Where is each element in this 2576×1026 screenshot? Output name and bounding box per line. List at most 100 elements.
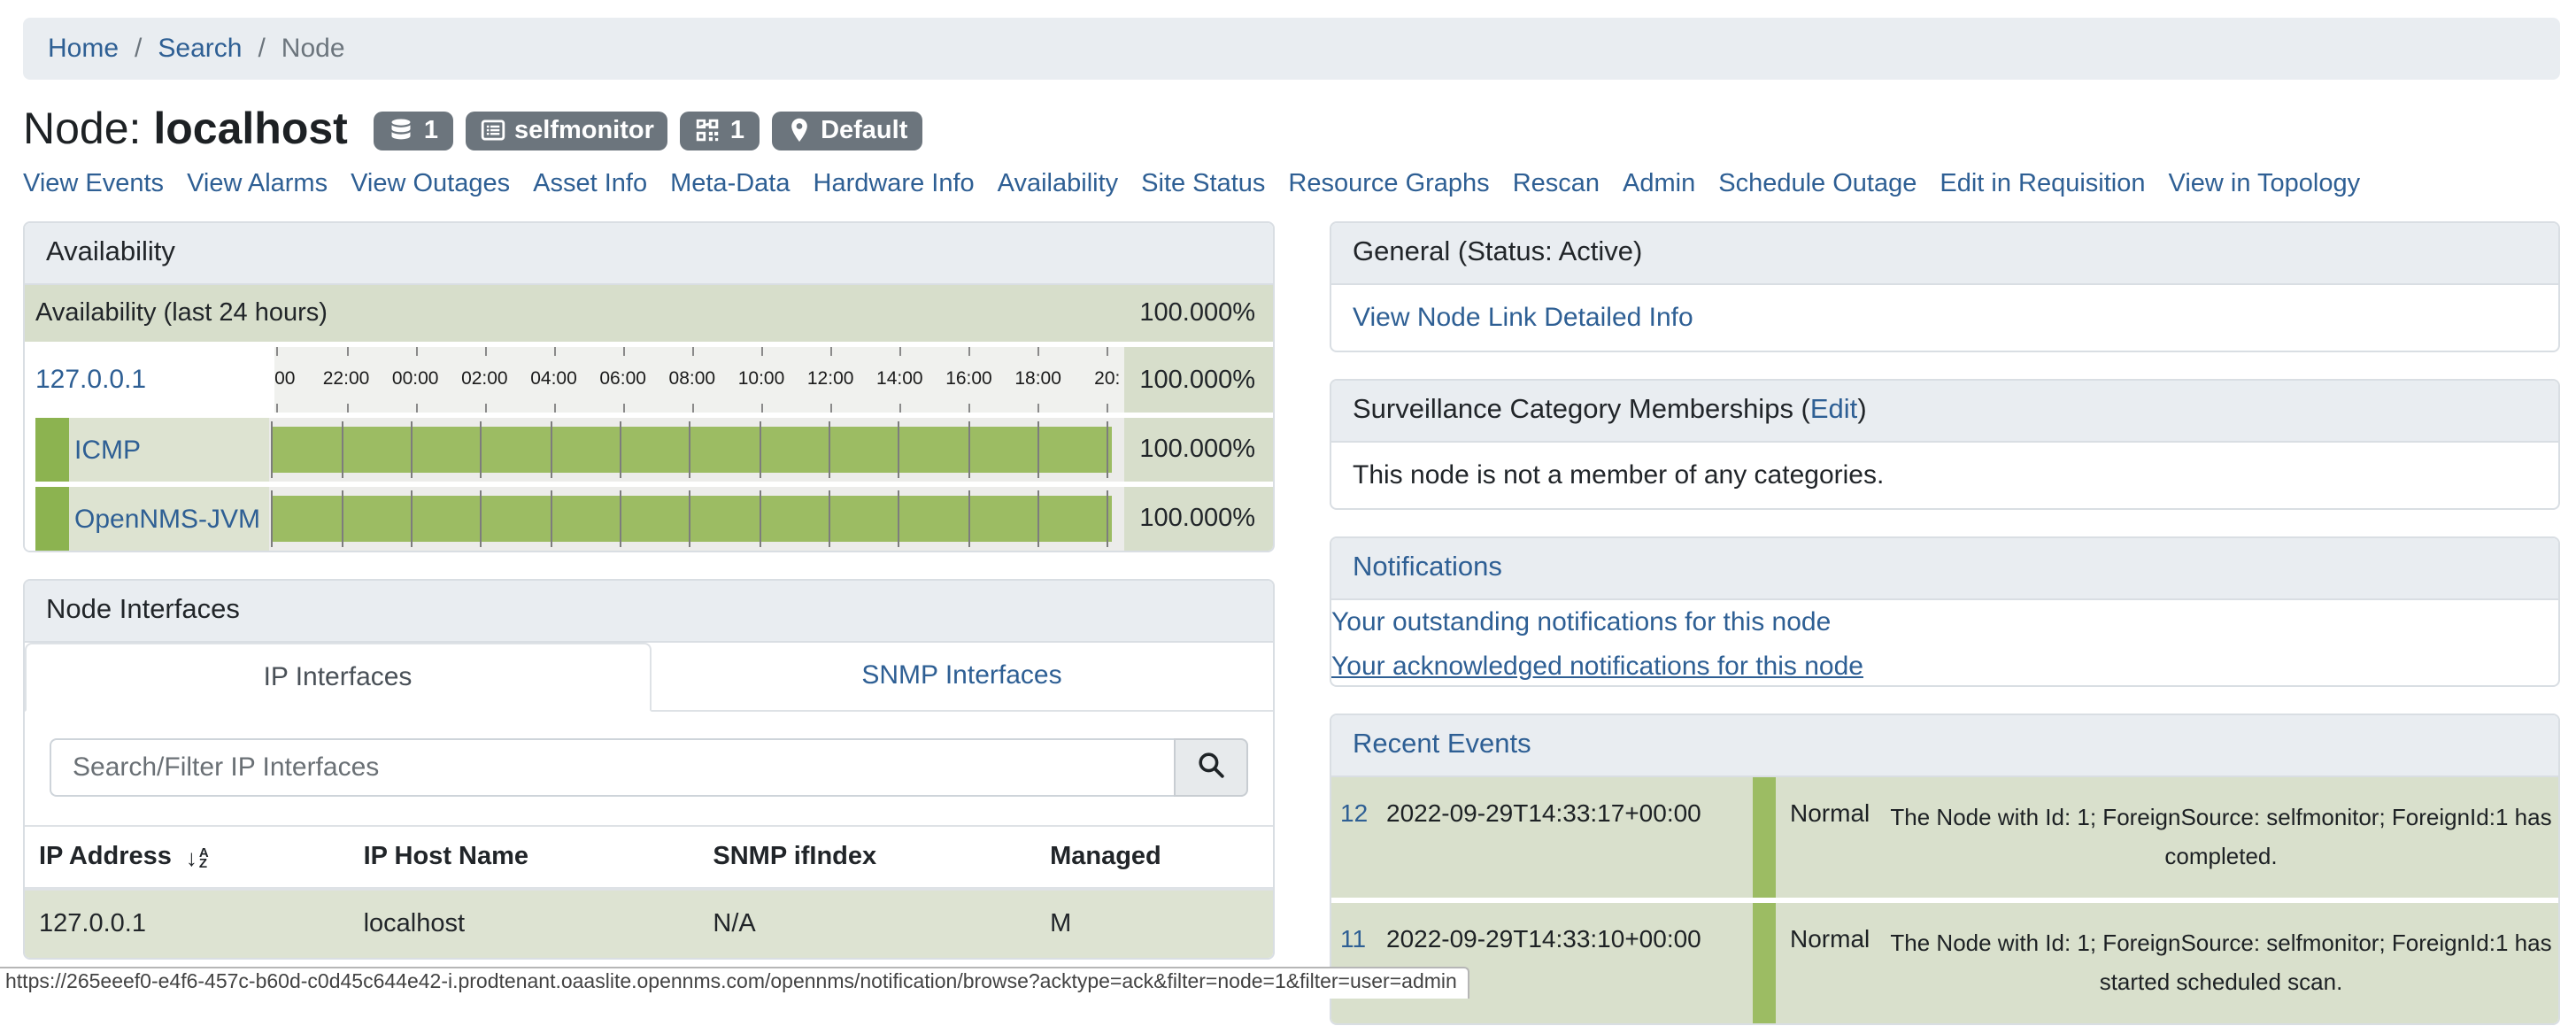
ip-interface-row[interactable]: 127.0.0.1 localhost N/A M [25, 889, 1273, 958]
node-action-view-outages[interactable]: View Outages [351, 170, 511, 198]
acknowledged-notifications-link[interactable]: Your acknowledged notifications for this… [1331, 652, 1863, 682]
service-status-strip [35, 418, 69, 482]
event-severity-bar [1753, 777, 1776, 899]
event-id-cell: 11 [1331, 903, 1386, 1023]
tab-ip-interfaces[interactable]: IP Interfaces [25, 643, 651, 712]
recent-events-panel-header: Recent Events [1331, 715, 2558, 777]
interface-search-input[interactable] [50, 738, 1174, 797]
service-availability-value: 100.000% [1124, 487, 1273, 551]
axis-tick-label: 00:00 [391, 368, 439, 390]
foreign-id-icon [695, 117, 721, 143]
axis-tick [1037, 404, 1040, 413]
bar-gridline [1037, 421, 1040, 478]
ip-interface-cell: 127.0.0.1 [25, 889, 350, 958]
column-header-label: SNMP ifIndex [713, 843, 877, 871]
recent-events-header-link[interactable]: Recent Events [1353, 729, 1531, 760]
bar-gridline [620, 421, 622, 478]
breadcrumb-item-home[interactable]: Home [48, 34, 120, 64]
axis-tick [276, 404, 279, 413]
axis-tick [899, 347, 902, 356]
axis-tick-label: 10:00 [737, 368, 785, 390]
event-time: 2022-09-29T14:33:17+00:00 [1386, 798, 1701, 827]
interface-address-link[interactable]: 127.0.0.1 [35, 365, 147, 395]
service-label-cell: OpenNMS-JVM [69, 487, 269, 551]
page-title-row: Node: localhost 1 selfmonitor 1 Default [23, 104, 2560, 156]
tab-label: IP Interfaces [263, 662, 413, 692]
event-id-link[interactable]: 12 [1340, 798, 1369, 827]
axis-tick [899, 404, 902, 413]
column-header-snmp-ifindex[interactable]: SNMP ifIndex [698, 825, 1037, 891]
breadcrumb-item-search[interactable]: Search [158, 34, 243, 64]
node-action-schedule-outage[interactable]: Schedule Outage [1718, 170, 1917, 198]
bar-gridline [480, 490, 482, 547]
availability-service-rows: ICMP 100.000% OpenNMS-JVM 100.000% [25, 418, 1273, 551]
node-badge: Default [771, 111, 922, 150]
axis-tick [761, 404, 763, 413]
surveillance-edit-link[interactable]: Edit [1809, 395, 1858, 425]
breadcrumb-separator: / [135, 34, 143, 64]
node-action-meta-data[interactable]: Meta-Data [670, 170, 791, 198]
axis-tick [484, 347, 487, 356]
availability-service-row: OpenNMS-JVM 100.000% [25, 487, 1273, 551]
bar-gridline [759, 421, 761, 478]
sort-alpha-down-icon: ↓ A Z [185, 844, 209, 871]
axis-tick-label: 06:00 [599, 368, 646, 390]
bar-gridline [550, 421, 552, 478]
tab-snmp-interfaces[interactable]: SNMP Interfaces [651, 643, 1273, 710]
node-action-rescan[interactable]: Rescan [1512, 170, 1600, 198]
axis-tick-label: 08:00 [668, 368, 716, 390]
bar-gridline [1107, 490, 1109, 547]
service-row-gap [25, 487, 35, 551]
badge-label: 1 [729, 116, 745, 144]
availability-panel: Availability Availability (last 24 hours… [23, 221, 1275, 552]
notifications-panel-body: Your outstanding notifications for this … [1331, 600, 2558, 685]
column-header-managed[interactable]: Managed [1036, 825, 1273, 891]
availability-bar-fill [271, 496, 1112, 542]
event-id-link[interactable]: 11 [1340, 924, 1367, 953]
notifications-header-link[interactable]: Notifications [1353, 552, 1502, 582]
column-header-ip-host-name[interactable]: IP Host Name [349, 825, 699, 891]
node-action-view-in-topology[interactable]: View in Topology [2168, 170, 2361, 198]
node-badge: selfmonitor [465, 111, 668, 150]
node-action-edit-in-requisition[interactable]: Edit in Requisition [1940, 170, 2146, 198]
event-row: 12 2022-09-29T14:33:17+00:00 Normal The Nod… [1331, 777, 2558, 899]
node-link-detailed-info-link[interactable]: View Node Link Detailed Info [1353, 303, 1693, 333]
outstanding-notifications-link[interactable]: Your outstanding notifications for this … [1331, 607, 1832, 637]
bar-gridline [550, 490, 552, 547]
bar-gridline [898, 490, 900, 547]
axis-tick [346, 347, 349, 356]
service-availability-bar [269, 418, 1124, 482]
node-action-hardware-info[interactable]: Hardware Info [813, 170, 975, 198]
service-row-gap [25, 418, 35, 482]
interface-search-group [50, 738, 1248, 797]
interface-search-area [25, 712, 1273, 825]
node-action-view-alarms[interactable]: View Alarms [187, 170, 328, 198]
availability-time-axis: 00 22:00 00:00 02:00 04:00 06:00 08:00 10:00 12:… [274, 347, 1124, 413]
bar-gridline [411, 421, 413, 478]
event-severity-label: Normal [1790, 798, 1870, 827]
surveillance-panel: Surveillance Category Memberships (Edit)… [1330, 379, 2560, 510]
event-description: The Node with Id: 1; ForeignSource: self… [1890, 930, 2552, 996]
bar-gridline [829, 421, 831, 478]
node-action-view-events[interactable]: View Events [23, 170, 165, 198]
node-action-admin[interactable]: Admin [1623, 170, 1696, 198]
surveillance-title-text: Surveillance Category Memberships ( [1353, 395, 1810, 425]
interface-address-cell: 127.0.0.1 [25, 347, 274, 413]
bar-gridline [689, 490, 691, 547]
axis-tick [622, 347, 625, 356]
availability-bar-fill [271, 427, 1112, 473]
node-action-asset-info[interactable]: Asset Info [533, 170, 648, 198]
column-header-ip-address[interactable]: IP Address ↓ A Z [25, 825, 350, 891]
service-link-opennms-jvm[interactable]: OpenNMS-JVM [74, 504, 261, 534]
node-badge: 1 [374, 111, 452, 150]
availability-interface-row: 127.0.0.1 00 22:00 00:00 02:00 04:00 06:00 08:… [25, 347, 1273, 413]
service-link-icmp[interactable]: ICMP [74, 435, 141, 465]
axis-tick [276, 347, 279, 356]
event-description: The Node with Id: 1; ForeignSource: self… [1890, 804, 2552, 870]
node-action-site-status[interactable]: Site Status [1141, 170, 1266, 198]
node-action-resource-graphs[interactable]: Resource Graphs [1288, 170, 1490, 198]
axis-tick [968, 347, 971, 356]
interface-search-button[interactable] [1174, 738, 1248, 797]
node-action-availability[interactable]: Availability [997, 170, 1119, 198]
axis-tick [691, 404, 694, 413]
